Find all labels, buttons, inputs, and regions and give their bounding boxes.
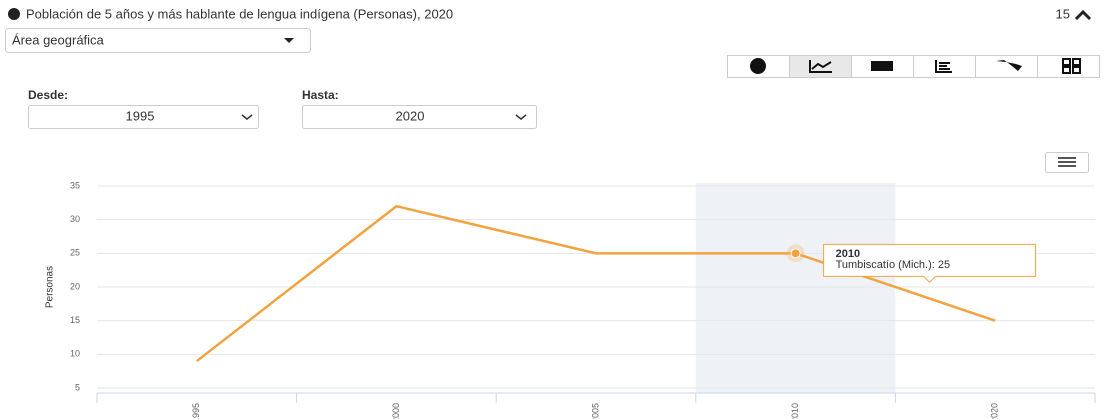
from-label: Desde: (28, 88, 68, 102)
header-title: Población de 5 años y más hablante de le… (26, 6, 453, 21)
y-tick-label: 20 (70, 281, 80, 291)
y-tick-label: 35 (70, 180, 80, 190)
bars-button[interactable] (935, 60, 952, 73)
to-select[interactable] (302, 105, 537, 129)
line-button[interactable] (809, 60, 832, 73)
table-button[interactable] (871, 61, 893, 71)
caret (284, 38, 294, 43)
x-tick-label: 2020 (990, 403, 1000, 419)
tooltip-title: 2010 (836, 248, 860, 260)
to-value: 2020 (396, 108, 425, 123)
y-tick-label: 5 (75, 382, 80, 392)
info-icon (8, 8, 20, 20)
hover-band (695, 183, 896, 393)
x-tick-label: 1995 (191, 403, 201, 419)
menu-icon (1058, 157, 1076, 167)
y-axis-title: Personas (45, 266, 56, 308)
y-tick-label: 10 (70, 349, 80, 359)
y-tick-label: 15 (70, 315, 80, 325)
y-tick-label: 30 (70, 214, 80, 224)
geo-select-label: Área geográfica (12, 32, 105, 47)
y-tick-label: 25 (70, 248, 80, 258)
from-select[interactable] (28, 105, 259, 129)
caret (241, 114, 253, 120)
toolbar (727, 55, 1100, 78)
x-tick-label: 2005 (590, 403, 600, 419)
info-button[interactable] (750, 58, 766, 74)
map-button[interactable] (996, 60, 1022, 71)
to-label: Hasta: (302, 88, 339, 102)
header-count: 15 (1056, 6, 1070, 21)
tooltip-text: Tumbiscatío (Mich.): 25 (836, 259, 951, 271)
caret (515, 114, 527, 120)
point (790, 248, 801, 259)
x-tick-label: 2010 (790, 403, 800, 419)
from-value: 1995 (126, 108, 155, 123)
geo-select[interactable] (5, 28, 311, 53)
x-tick-label: 2000 (391, 403, 401, 419)
grid-button[interactable] (1062, 58, 1081, 74)
collapse-icon[interactable] (1074, 9, 1092, 21)
tooltip-box (823, 243, 1037, 284)
